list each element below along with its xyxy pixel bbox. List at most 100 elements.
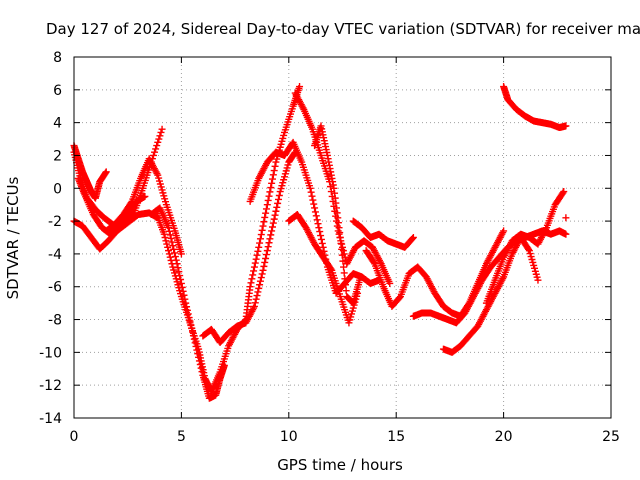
- data-point: [258, 226, 266, 234]
- data-point: [252, 295, 260, 303]
- data-point: [250, 302, 258, 310]
- data-point: [163, 240, 171, 248]
- data-point: [165, 224, 173, 232]
- data-point: [167, 256, 175, 264]
- data-point: [386, 279, 394, 287]
- data-point: [267, 231, 275, 239]
- data-point: [246, 283, 254, 291]
- data-point: [525, 245, 533, 253]
- data-point: [342, 281, 350, 289]
- data-point: [262, 205, 270, 213]
- data-point: [273, 203, 281, 211]
- data-point: [257, 231, 265, 239]
- data-point: [255, 243, 263, 251]
- data-point: [160, 230, 168, 238]
- data-point: [308, 192, 316, 200]
- x-axis-label: GPS time / hours: [277, 456, 403, 474]
- data-point: [311, 204, 319, 212]
- data-point: [149, 151, 157, 159]
- data-point: [269, 219, 277, 227]
- data-point: [165, 247, 173, 255]
- data-point: [338, 245, 346, 253]
- data-point: [102, 168, 110, 176]
- chart-title: Day 127 of 2024, Sidereal Day-to-day VTE…: [46, 20, 640, 38]
- data-point: [327, 265, 335, 273]
- data-series: [482, 188, 568, 307]
- data-point: [261, 258, 269, 266]
- data-point: [340, 263, 348, 271]
- data-point: [156, 132, 164, 140]
- data-series: [562, 214, 570, 222]
- data-point: [562, 122, 570, 130]
- data-point: [268, 227, 276, 235]
- data-point: [316, 228, 324, 236]
- data-point: [314, 220, 322, 228]
- data-series: [349, 217, 417, 251]
- data-point: [260, 262, 268, 270]
- y-tick-label: -8: [48, 313, 62, 329]
- data-point: [272, 207, 280, 215]
- data-series: [152, 83, 304, 396]
- data-point: [315, 224, 323, 232]
- data-point: [263, 247, 271, 255]
- data-point: [254, 288, 262, 296]
- y-tick-label: -14: [39, 411, 62, 427]
- x-tick-label: 10: [280, 429, 298, 445]
- data-point: [249, 271, 257, 279]
- data-series: [362, 227, 508, 320]
- data-point: [247, 279, 255, 287]
- data-point: [168, 238, 176, 246]
- y-tick-label: -4: [48, 247, 62, 263]
- data-point: [311, 208, 319, 216]
- data-point: [170, 245, 178, 253]
- data-point: [268, 175, 276, 183]
- data-point: [260, 218, 268, 226]
- data-point: [317, 235, 325, 243]
- data-point: [500, 227, 508, 235]
- data-point: [165, 227, 173, 235]
- data-series: [199, 148, 299, 347]
- data-series: [285, 211, 362, 327]
- data-point: [296, 83, 304, 91]
- data-point: [248, 275, 256, 283]
- data-point: [318, 239, 326, 247]
- y-tick-label: -2: [48, 214, 62, 230]
- data-point: [265, 239, 273, 247]
- data-point: [274, 195, 282, 203]
- data-point: [253, 251, 261, 259]
- data-point: [342, 287, 350, 295]
- data-point: [268, 223, 276, 231]
- data-point: [319, 243, 327, 251]
- data-series: [102, 155, 185, 258]
- data-point: [307, 188, 315, 196]
- data-point: [334, 227, 342, 235]
- data-point: [256, 235, 264, 243]
- data-point: [264, 243, 272, 251]
- data-point: [271, 162, 279, 170]
- data-point: [250, 263, 258, 271]
- data-point: [409, 234, 417, 241]
- data-point: [262, 209, 270, 217]
- x-tick-labels: 0 5 10 15 20 25: [70, 429, 620, 445]
- data-point: [559, 189, 567, 197]
- y-tick-label: -12: [39, 378, 62, 394]
- data-point: [166, 253, 174, 261]
- y-axis-label: SDTVAR / TECUs: [4, 176, 22, 299]
- data-point: [266, 235, 274, 243]
- data-point: [339, 257, 347, 265]
- data-point: [267, 184, 275, 192]
- data-point: [341, 275, 349, 283]
- x-tick-label: 25: [602, 429, 620, 445]
- data-point: [171, 249, 179, 257]
- data-point: [340, 269, 348, 277]
- data-point: [270, 167, 278, 175]
- data-point: [266, 188, 274, 196]
- data-point: [175, 268, 183, 276]
- data-points: [70, 83, 570, 402]
- data-point: [313, 216, 321, 224]
- data-series: [439, 234, 542, 356]
- data-point: [252, 255, 260, 263]
- data-point: [157, 128, 165, 136]
- data-point: [256, 239, 264, 247]
- plot-frame: [73, 56, 612, 419]
